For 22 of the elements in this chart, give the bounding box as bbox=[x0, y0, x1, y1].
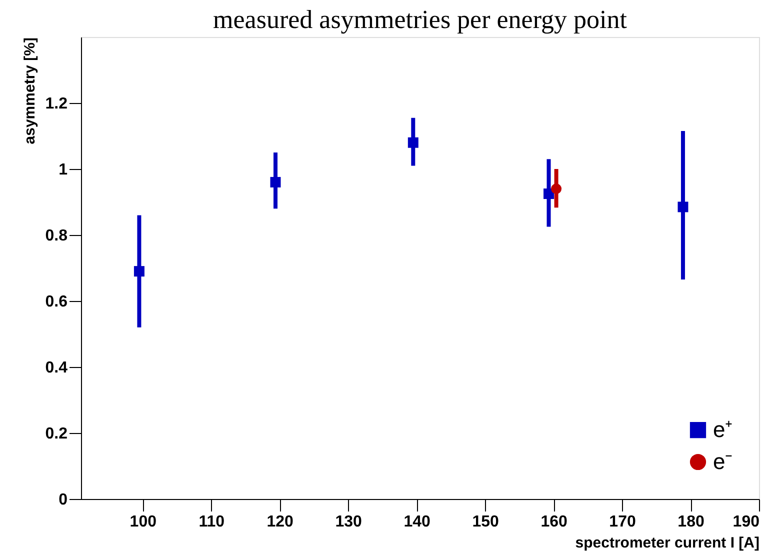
x-axis-title: spectrometer current I [A] bbox=[575, 534, 760, 552]
x-tick-label: 140 bbox=[404, 514, 431, 530]
x-tick-label: 120 bbox=[266, 514, 294, 530]
y-tick-label: 1.2 bbox=[45, 96, 68, 112]
y-tick-label: 1 bbox=[58, 162, 68, 178]
legend-label: e⁻ bbox=[713, 449, 732, 474]
x-tick-label: 160 bbox=[540, 514, 568, 530]
y-axis-title: asymmetry [%] bbox=[21, 38, 38, 144]
x-tick-label: 170 bbox=[609, 514, 636, 530]
chart-title: measured asymmetries per energy point bbox=[213, 5, 628, 34]
y-tick-label: 0.6 bbox=[45, 294, 68, 310]
x-tick-label: 190 bbox=[732, 514, 760, 530]
y-tick-label: 0.4 bbox=[45, 360, 68, 376]
y-tick-label: 0.2 bbox=[45, 426, 68, 442]
x-tick-label: 130 bbox=[335, 514, 362, 530]
y-tick-label: 0 bbox=[58, 492, 68, 508]
x-tick-label: 180 bbox=[678, 514, 704, 530]
x-tick-label: 110 bbox=[198, 514, 225, 530]
y-tick-label: 0.8 bbox=[45, 228, 68, 244]
legend-label: e⁺ bbox=[713, 417, 732, 442]
x-tick-label: 150 bbox=[472, 514, 500, 530]
x-tick-label: 100 bbox=[130, 514, 157, 530]
